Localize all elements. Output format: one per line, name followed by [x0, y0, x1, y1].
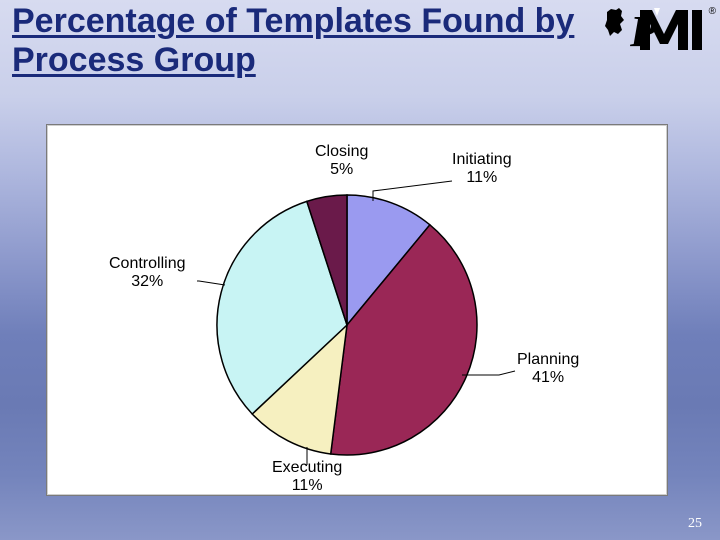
pie-slice-label: Executing11%	[272, 459, 342, 496]
leader-line	[197, 281, 225, 285]
slide-root: Percentage of Templates Found by Process…	[0, 0, 720, 540]
leader-line	[462, 371, 515, 375]
registered-mark: ®	[709, 6, 716, 17]
leader-line	[373, 181, 452, 201]
page-title: Percentage of Templates Found by Process…	[12, 2, 600, 80]
pie-slice-label: Closing5%	[315, 143, 368, 180]
pie-chart-svg	[47, 125, 667, 495]
mn-state-icon	[605, 8, 624, 36]
pie-slice-label: Controlling32%	[109, 255, 185, 292]
pie-slice-label: Initiating11%	[452, 151, 512, 188]
page-number: 25	[688, 516, 702, 532]
pmi-logo: P	[604, 6, 708, 54]
pie-slice-label: Planning41%	[517, 351, 579, 388]
pie-chart-panel: Initiating11% Planning41% Executing11% Cont…	[46, 124, 668, 496]
